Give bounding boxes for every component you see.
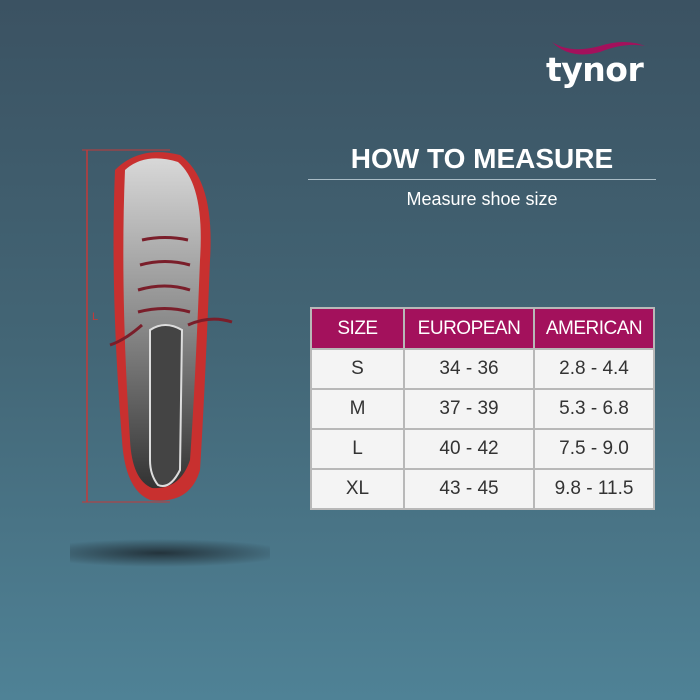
size-cell: L bbox=[310, 428, 405, 470]
page-title: HOW TO MEASURE bbox=[350, 143, 614, 174]
column-header-european: EUROPEAN bbox=[403, 307, 535, 350]
american-cell: 5.3 - 6.8 bbox=[533, 388, 655, 430]
european-cell: 43 - 45 bbox=[403, 468, 535, 510]
swoosh-icon bbox=[552, 42, 645, 55]
table-header-row: SIZE EUROPEAN AMERICAN bbox=[310, 307, 655, 350]
shoe-illustration: L bbox=[70, 149, 270, 567]
table-row: XL 43 - 45 9.8 - 11.5 bbox=[310, 468, 655, 510]
column-header-size: SIZE bbox=[310, 307, 405, 350]
size-cell: M bbox=[310, 388, 405, 430]
table-row: L 40 - 42 7.5 - 9.0 bbox=[310, 428, 655, 470]
length-marker: L bbox=[92, 311, 98, 323]
size-cell: XL bbox=[310, 468, 405, 510]
size-chart-table: SIZE EUROPEAN AMERICAN S 34 - 36 2.8 - 4.4… bbox=[310, 307, 655, 510]
column-header-american: AMERICAN bbox=[533, 307, 655, 350]
american-cell: 9.8 - 11.5 bbox=[533, 468, 655, 510]
american-cell: 2.8 - 4.4 bbox=[533, 348, 655, 390]
american-cell: 7.5 - 9.0 bbox=[533, 428, 655, 470]
table-row: M 37 - 39 5.3 - 6.8 bbox=[310, 388, 655, 430]
logo-text: tynor bbox=[546, 50, 644, 89]
page-subtitle: Measure shoe size bbox=[406, 189, 558, 209]
european-cell: 34 - 36 bbox=[403, 348, 535, 390]
table-row: S 34 - 36 2.8 - 4.4 bbox=[310, 348, 655, 390]
tynor-logo: tynor bbox=[540, 32, 660, 92]
european-cell: 37 - 39 bbox=[403, 388, 535, 430]
european-cell: 40 - 42 bbox=[403, 428, 535, 470]
divider bbox=[308, 179, 656, 180]
size-cell: S bbox=[310, 348, 405, 390]
